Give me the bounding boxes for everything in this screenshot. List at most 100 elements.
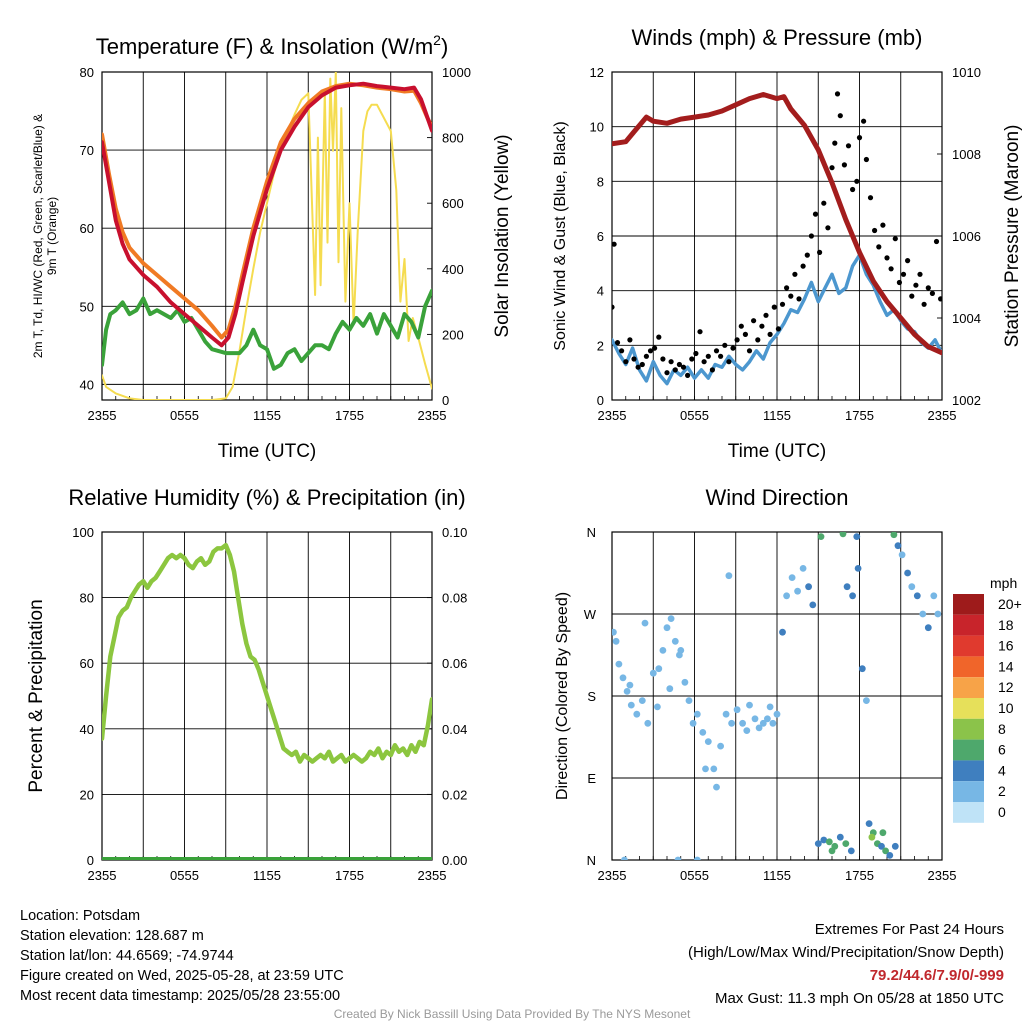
gust-point [759,323,765,329]
y-tick-label: 80 [80,591,94,606]
gust-point [788,293,794,299]
gust-point [829,165,835,171]
x-tick-label: 0555 [680,408,709,423]
legend-swatch [953,656,984,678]
y-tick-label: W [584,607,597,622]
legend-swatch [953,781,984,802]
direction-point [621,856,628,860]
x-tick-label: 1755 [845,868,874,883]
legend-label: 14 [998,658,1014,674]
x-tick-label: 0555 [170,868,199,883]
direction-point [722,710,730,718]
legend-label: 4 [998,762,1006,778]
direction-point [759,719,767,727]
gust-point [845,143,852,149]
direction-point [693,856,701,860]
legend-swatch [953,802,984,823]
x-tick-label: 1155 [763,868,791,883]
direction-point [904,569,911,577]
direction-point [623,688,631,695]
series-line-td [102,288,432,371]
legend-swatch [953,698,984,719]
gust-point [854,178,860,184]
gust-point [850,186,856,193]
x-tick-label: 2355 [598,868,627,883]
gust-point [808,233,815,239]
gust-point [800,263,806,269]
gust-point [676,361,683,368]
y-axis-label: Percent & Precipitation [26,599,47,792]
y-axis-label: Sonic Wind & Gust (Blue, Black) [552,121,569,350]
direction-point [930,592,938,600]
direction-point [863,697,870,704]
direction-point [865,820,873,827]
gust-point [837,113,843,119]
gust-point [668,359,674,365]
gust-point [779,301,786,307]
direction-point [924,624,932,632]
title-superscript: 2 [433,32,441,48]
direction-point [699,729,707,736]
direction-point [769,719,777,727]
direction-point [882,847,889,855]
y-tick-label: E [587,771,596,786]
y-axis-label: Direction (Colored By Speed) [554,592,571,800]
direction-point [842,840,850,847]
y2-tick-label: 200 [442,327,464,342]
gust-point [892,236,898,242]
y2-axis-label: Solar Insolation (Yellow) [492,134,513,337]
x-tick-label: 1155 [763,408,791,423]
direction-point [788,574,796,581]
y-tick-label: 80 [80,65,94,80]
x-tick-label: 2355 [598,408,627,423]
panel-title: Wind Direction [705,485,848,510]
y-tick-label: 40 [80,722,94,737]
y-tick-label: 4 [597,284,604,299]
gust-point [834,91,841,97]
direction-point [677,647,685,654]
direction-point [674,856,682,860]
panel-title: Temperature (F) & Insolation (W/m2) [96,32,449,59]
direction-point [843,583,851,591]
direction-point [814,840,822,847]
gust-point [705,353,711,359]
gust-point [792,271,798,277]
direction-point [654,703,661,711]
gust-point [856,135,863,141]
gust-point [713,348,720,354]
y-tick-label: 12 [590,65,604,80]
x-tick-label: 1155 [253,868,281,883]
x-tick-label: 1755 [335,408,364,423]
series-line-solar [102,72,432,400]
direction-point [685,697,693,704]
legend-label: 2 [998,783,1006,799]
x-tick-label: 0555 [680,868,709,883]
y-tick-label: N [587,525,596,540]
direction-point [667,615,675,622]
gust-point [652,345,658,351]
gust-point [635,364,641,370]
direction-point [710,765,718,773]
gust-point [697,329,703,335]
gust-point [612,304,615,310]
gust-point [872,227,878,234]
y2-tick-label: 1008 [952,147,981,162]
direction-point [746,701,753,709]
y2-axis-label: Station Pressure (Maroon) [1002,125,1023,348]
y-tick-label: 0 [597,393,604,408]
direction-point [671,637,679,645]
direction-point [619,674,627,682]
series-line-rh [102,542,432,764]
legend-label: 20+ [998,596,1022,612]
x-axis-label: Time (UTC) [728,441,827,462]
x-tick-label: 2355 [88,868,117,883]
direction-point [612,628,617,636]
direction-point [663,624,671,632]
y2-tick-label: 0.10 [442,525,467,540]
x-tick-label: 2355 [88,408,117,423]
direction-point [913,592,921,600]
gust-point [660,356,666,362]
gust-point [746,348,753,354]
x-tick-label: 1755 [335,868,364,883]
direction-point [934,610,942,618]
